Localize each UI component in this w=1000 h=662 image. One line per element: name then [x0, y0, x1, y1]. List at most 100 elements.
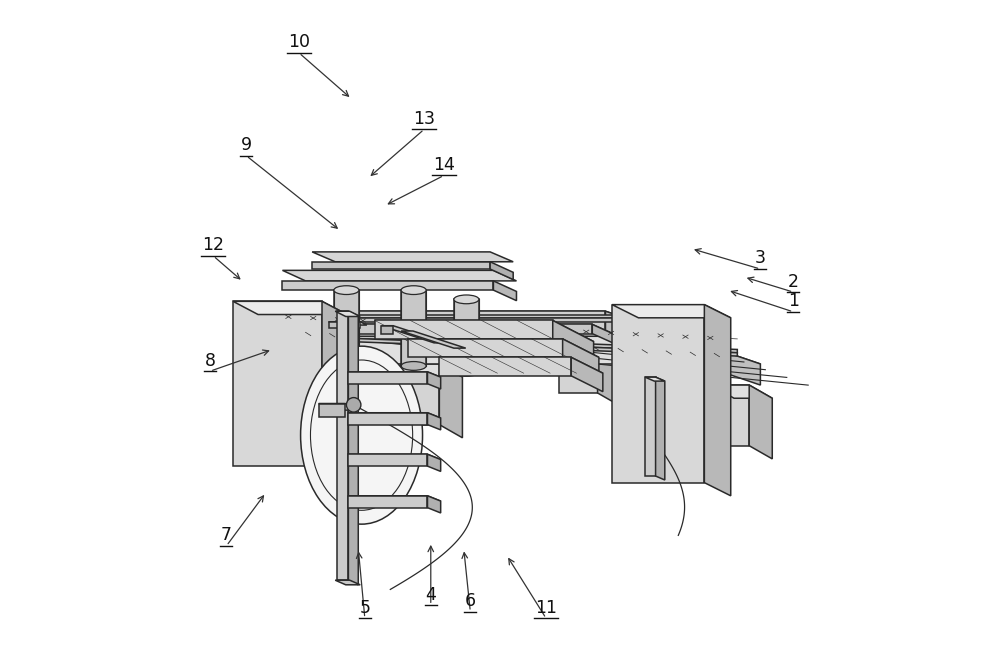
- Polygon shape: [401, 364, 439, 424]
- Polygon shape: [427, 412, 441, 430]
- Polygon shape: [612, 305, 731, 318]
- Polygon shape: [348, 412, 427, 424]
- Polygon shape: [312, 261, 490, 269]
- Polygon shape: [540, 332, 578, 336]
- Text: 10: 10: [288, 33, 310, 51]
- Text: 5: 5: [359, 599, 370, 617]
- Polygon shape: [439, 357, 571, 376]
- Ellipse shape: [454, 367, 479, 376]
- Text: 2: 2: [788, 273, 799, 291]
- Polygon shape: [284, 332, 308, 406]
- Polygon shape: [439, 364, 462, 438]
- Text: 11: 11: [535, 599, 557, 617]
- Polygon shape: [375, 320, 594, 342]
- Ellipse shape: [346, 398, 361, 412]
- Polygon shape: [240, 311, 760, 364]
- Polygon shape: [329, 322, 367, 325]
- Polygon shape: [246, 332, 308, 346]
- Polygon shape: [469, 329, 501, 336]
- Polygon shape: [282, 270, 516, 281]
- Polygon shape: [348, 372, 427, 384]
- Polygon shape: [240, 311, 605, 332]
- Polygon shape: [401, 290, 426, 366]
- Polygon shape: [348, 454, 427, 466]
- Polygon shape: [553, 320, 594, 360]
- Polygon shape: [319, 404, 358, 410]
- Polygon shape: [598, 332, 621, 406]
- Polygon shape: [312, 252, 513, 261]
- Polygon shape: [490, 261, 513, 279]
- Polygon shape: [335, 311, 360, 316]
- Text: 12: 12: [202, 236, 224, 254]
- Polygon shape: [427, 372, 441, 389]
- Polygon shape: [329, 322, 360, 328]
- Polygon shape: [335, 580, 360, 585]
- Polygon shape: [540, 332, 571, 339]
- Text: 9: 9: [241, 136, 252, 154]
- Polygon shape: [291, 334, 317, 428]
- Polygon shape: [427, 496, 441, 513]
- Polygon shape: [273, 324, 619, 336]
- Polygon shape: [427, 454, 441, 471]
- Polygon shape: [381, 326, 446, 343]
- Polygon shape: [559, 332, 598, 393]
- Ellipse shape: [334, 361, 359, 370]
- Text: 13: 13: [413, 110, 435, 128]
- Polygon shape: [749, 385, 772, 459]
- Polygon shape: [312, 334, 355, 411]
- Polygon shape: [233, 301, 322, 466]
- Text: 4: 4: [425, 586, 436, 604]
- Polygon shape: [375, 320, 553, 339]
- Polygon shape: [711, 385, 772, 399]
- Text: 7: 7: [221, 526, 232, 544]
- Text: 1: 1: [788, 293, 799, 310]
- Polygon shape: [334, 290, 359, 366]
- Polygon shape: [337, 311, 348, 580]
- Text: 6: 6: [465, 592, 476, 610]
- Ellipse shape: [301, 346, 423, 524]
- Polygon shape: [559, 332, 621, 346]
- Polygon shape: [592, 324, 619, 346]
- Polygon shape: [322, 301, 347, 479]
- Polygon shape: [282, 281, 493, 290]
- Polygon shape: [493, 281, 516, 301]
- Polygon shape: [399, 325, 437, 328]
- Polygon shape: [348, 496, 427, 508]
- Polygon shape: [273, 318, 721, 322]
- Polygon shape: [319, 404, 345, 416]
- Polygon shape: [273, 324, 592, 334]
- Polygon shape: [711, 385, 749, 446]
- Polygon shape: [401, 364, 462, 377]
- Polygon shape: [381, 326, 393, 334]
- Text: 3: 3: [755, 250, 766, 267]
- Polygon shape: [246, 334, 291, 414]
- Text: 14: 14: [433, 156, 455, 174]
- Polygon shape: [704, 305, 731, 496]
- Polygon shape: [645, 377, 665, 381]
- Polygon shape: [296, 336, 737, 356]
- Polygon shape: [233, 301, 347, 314]
- Polygon shape: [348, 372, 441, 377]
- Polygon shape: [645, 377, 656, 476]
- Polygon shape: [469, 329, 507, 332]
- Ellipse shape: [334, 286, 359, 295]
- Ellipse shape: [401, 286, 426, 295]
- Polygon shape: [348, 311, 358, 585]
- Polygon shape: [408, 339, 599, 357]
- Polygon shape: [399, 325, 431, 332]
- Polygon shape: [454, 299, 479, 372]
- Polygon shape: [401, 331, 466, 348]
- Polygon shape: [348, 496, 441, 501]
- Polygon shape: [355, 334, 380, 424]
- Polygon shape: [348, 412, 441, 418]
- Ellipse shape: [454, 295, 479, 304]
- Polygon shape: [273, 315, 721, 318]
- Polygon shape: [246, 332, 284, 393]
- Polygon shape: [612, 305, 704, 483]
- Polygon shape: [408, 339, 563, 357]
- Polygon shape: [439, 357, 603, 373]
- Text: 8: 8: [204, 352, 215, 369]
- Polygon shape: [605, 311, 760, 385]
- Polygon shape: [296, 333, 737, 353]
- Polygon shape: [563, 339, 599, 376]
